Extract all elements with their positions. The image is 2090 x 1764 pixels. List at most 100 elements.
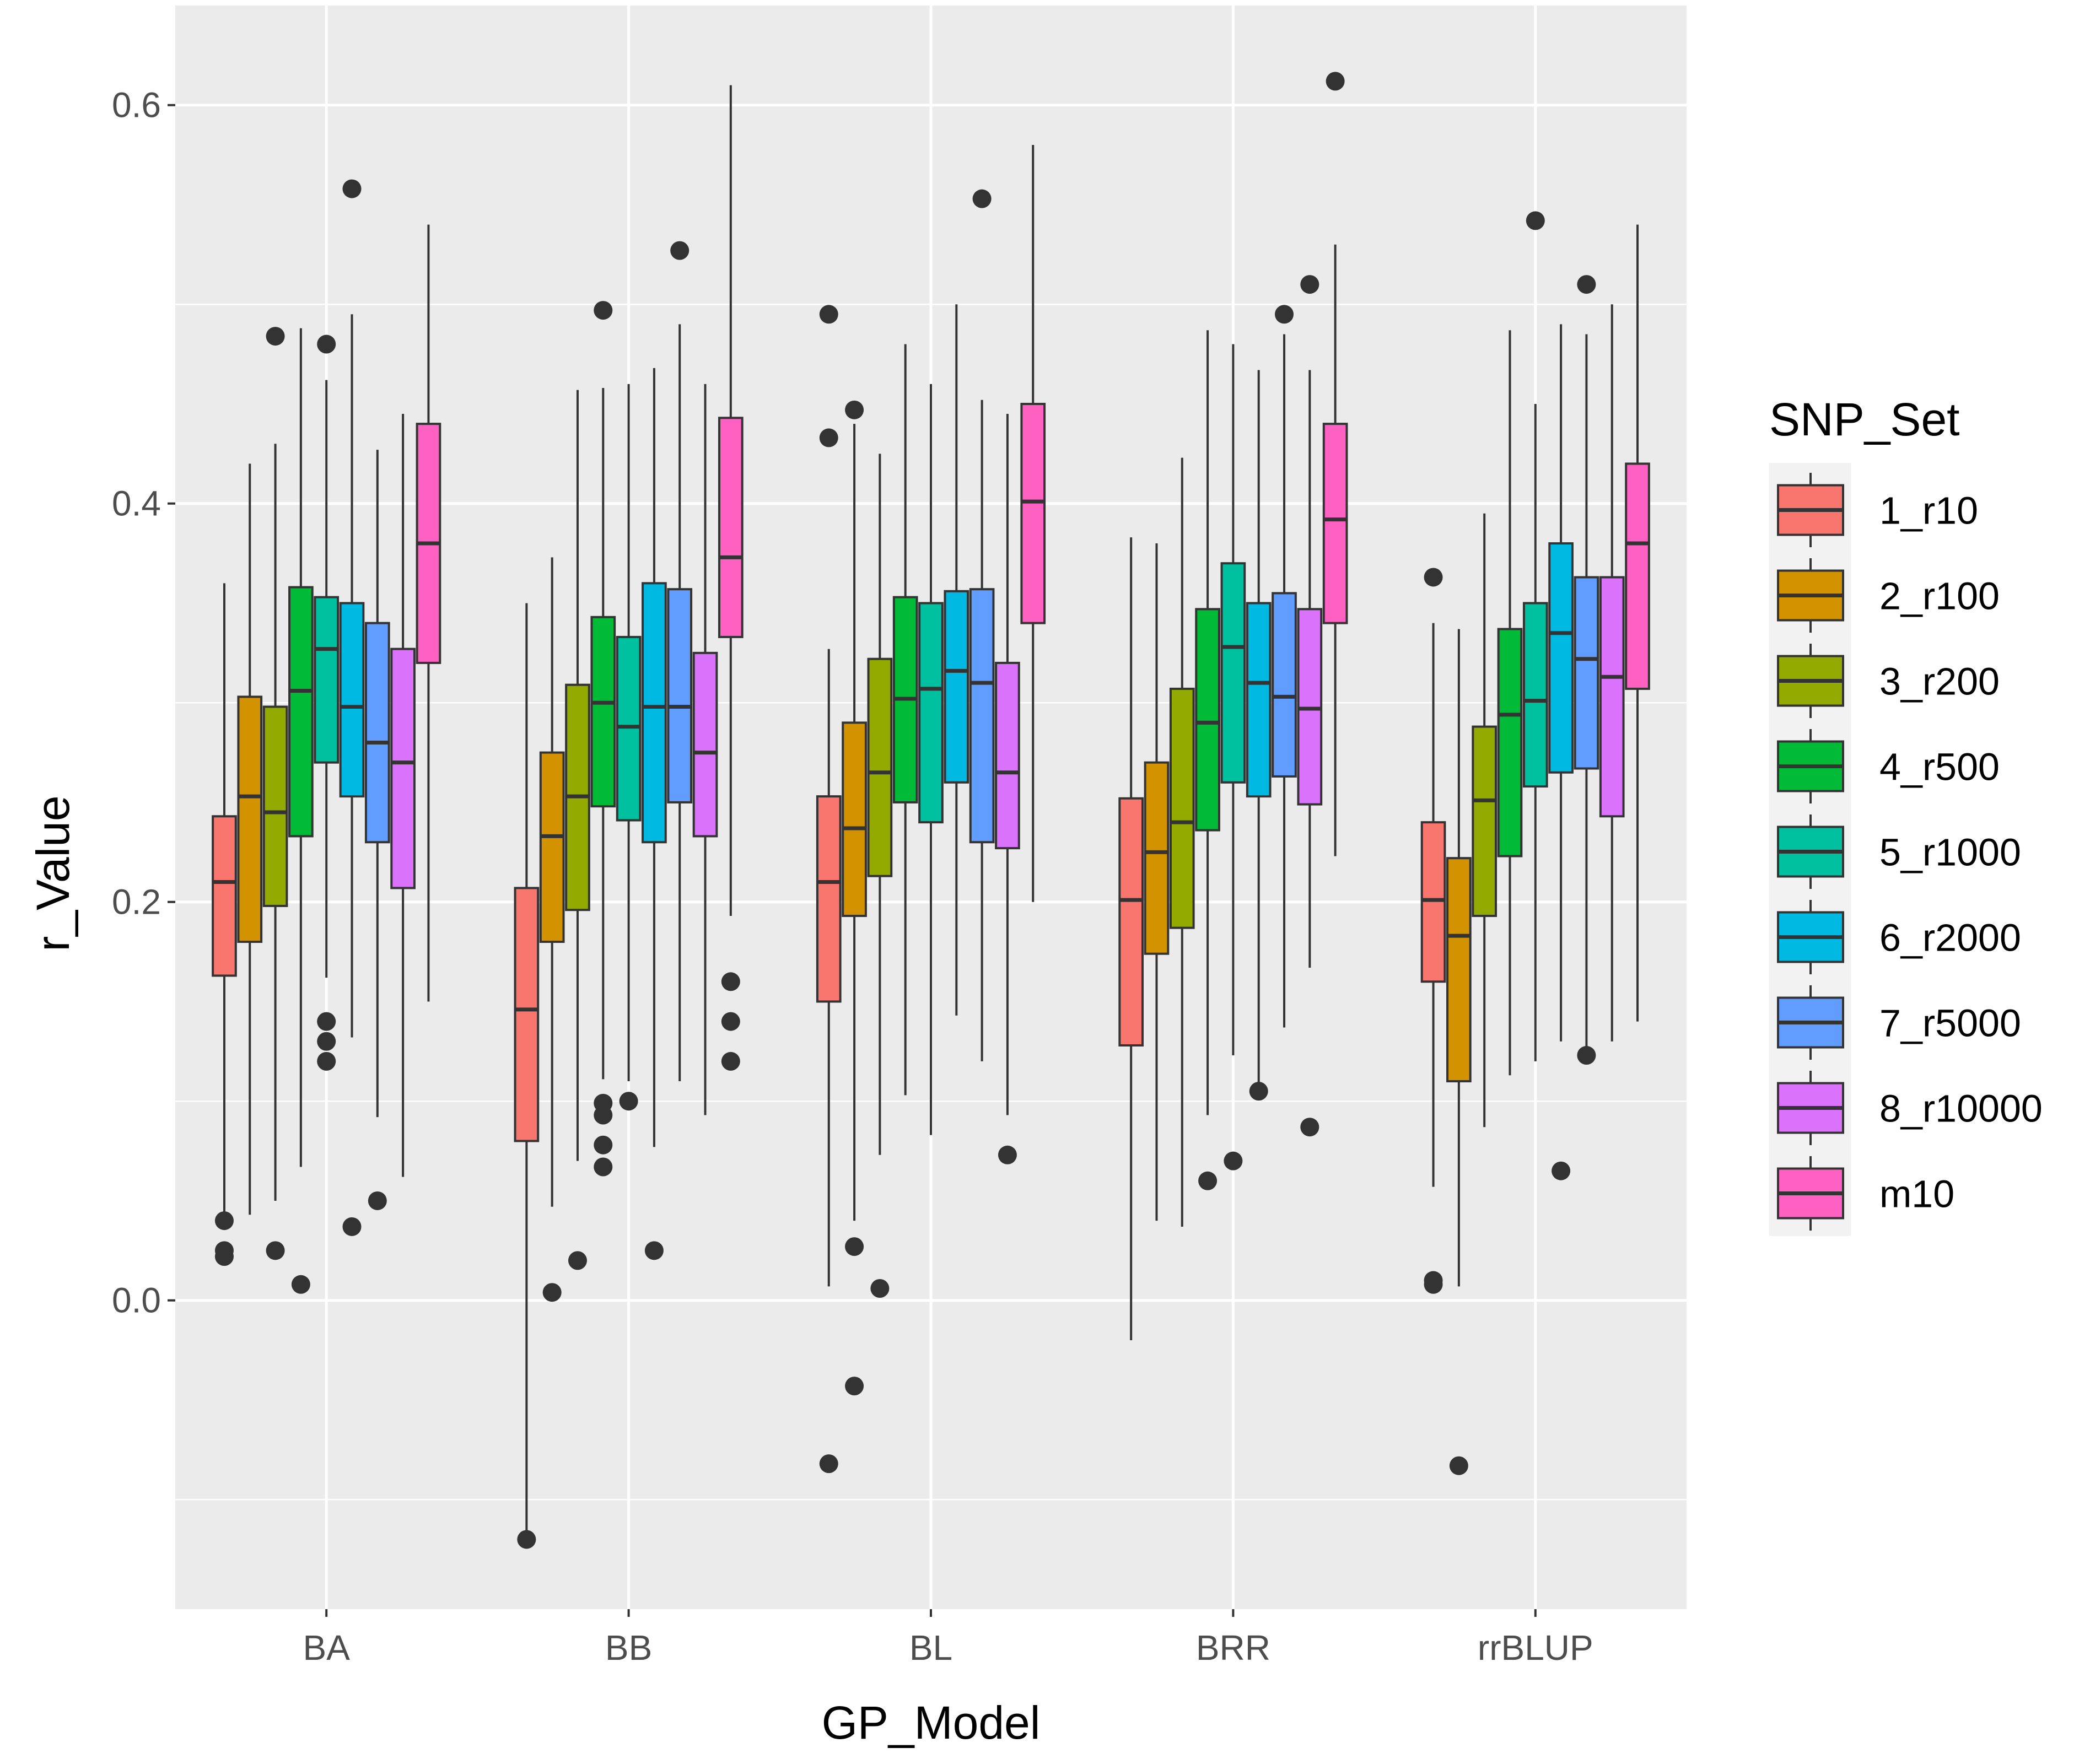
outlier-point bbox=[1198, 1171, 1218, 1190]
box-body bbox=[1574, 576, 1599, 770]
outlier-point bbox=[670, 241, 690, 260]
y-tick-label: 0.2 bbox=[112, 882, 161, 922]
legend-item-4_r500: 4_r500 bbox=[1777, 729, 2000, 803]
box-BB-6_r2000 bbox=[642, 368, 667, 1260]
legend-item-1_r10: 1_r10 bbox=[1777, 473, 1978, 547]
box-BL-8_r10000 bbox=[995, 414, 1020, 1164]
outlier-point bbox=[266, 1241, 285, 1260]
box-BRR-1_r10 bbox=[1118, 537, 1144, 1340]
outlier-point bbox=[317, 335, 336, 354]
outlier-point bbox=[998, 1145, 1017, 1164]
box-rrBLUP-4_r500 bbox=[1497, 330, 1523, 1076]
box-body bbox=[1195, 608, 1220, 832]
x-tick-label: BB bbox=[605, 1628, 652, 1668]
outlier-point bbox=[594, 301, 613, 320]
box-body bbox=[1472, 725, 1498, 918]
legend-label: 2_r100 bbox=[1879, 575, 2000, 618]
box-body bbox=[539, 751, 565, 943]
box-body bbox=[212, 815, 237, 977]
box-body bbox=[1625, 462, 1650, 690]
y-axis-title: r_Value bbox=[27, 795, 79, 951]
outlier-point bbox=[342, 179, 362, 198]
legend-label: 5_r1000 bbox=[1879, 831, 2021, 874]
outlier-point bbox=[594, 1105, 613, 1125]
outlier-point bbox=[721, 1012, 740, 1031]
outlier-point bbox=[721, 972, 740, 991]
outlier-point bbox=[1275, 305, 1294, 324]
outlier-point bbox=[317, 1012, 336, 1031]
box-body bbox=[1420, 821, 1446, 983]
box-BL-7_r5000 bbox=[969, 189, 995, 1061]
legend: SNP_Set 1_r10 2_r100 3_r200 4_r500 5_r1000 6_… bbox=[1769, 393, 2043, 1236]
box-BB-m10 bbox=[718, 85, 744, 1071]
y-axis: 0.0 0.2 0.4 0.6 bbox=[112, 85, 175, 1320]
box-body bbox=[944, 590, 969, 784]
box-BA-6_r2000 bbox=[339, 179, 365, 1236]
box-BRR-5_r1000 bbox=[1220, 344, 1246, 1170]
box-BL-4_r500 bbox=[892, 344, 918, 1096]
box-body bbox=[1497, 628, 1523, 857]
box-rrBLUP-3_r200 bbox=[1472, 513, 1498, 1128]
box-rrBLUP-2_r100 bbox=[1446, 629, 1472, 1475]
x-axis-title: GP_Model bbox=[822, 1697, 1041, 1749]
legend-label: m10 bbox=[1879, 1173, 1954, 1216]
box-BRR-m10 bbox=[1322, 72, 1348, 856]
x-tick-label: BL bbox=[909, 1628, 952, 1668]
legend-item-6_r2000: 6_r2000 bbox=[1777, 900, 2021, 974]
box-body bbox=[237, 695, 263, 943]
legend-item-2_r100: 2_r100 bbox=[1777, 558, 2000, 633]
x-tick-label: rrBLUP bbox=[1478, 1628, 1593, 1668]
outlier-point bbox=[819, 305, 838, 324]
box-body bbox=[1322, 423, 1348, 624]
outlier-point bbox=[1577, 1046, 1596, 1065]
box-BL-1_r10 bbox=[816, 305, 842, 1474]
box-body bbox=[1169, 687, 1195, 929]
box-body bbox=[1599, 576, 1625, 818]
box-body bbox=[867, 657, 893, 877]
box-group-BB bbox=[514, 85, 744, 1549]
legend-title: SNP_Set bbox=[1769, 393, 1960, 445]
box-rrBLUP-7_r5000 bbox=[1574, 275, 1599, 1065]
box-body bbox=[390, 648, 416, 889]
y-tick-label: 0.0 bbox=[112, 1281, 161, 1320]
outlier-point bbox=[845, 1377, 864, 1396]
box-body bbox=[1522, 602, 1548, 788]
outlier-point bbox=[1300, 1118, 1319, 1137]
box-BB-5_r1000 bbox=[616, 384, 642, 1111]
box-body bbox=[314, 596, 340, 764]
outlier-point bbox=[819, 1454, 838, 1474]
box-group-BRR bbox=[1118, 72, 1348, 1340]
box-body bbox=[718, 417, 744, 638]
legend-label: 7_r5000 bbox=[1879, 1002, 2021, 1045]
box-BB-8_r10000 bbox=[692, 384, 718, 1115]
box-rrBLUP-m10 bbox=[1625, 224, 1650, 1022]
box-BA-1_r10 bbox=[212, 583, 237, 1266]
outlier-point bbox=[214, 1211, 234, 1231]
box-BL-3_r200 bbox=[867, 454, 893, 1298]
box-rrBLUP-6_r2000 bbox=[1548, 324, 1574, 1180]
outlier-point bbox=[819, 428, 838, 447]
outlier-point bbox=[1424, 1275, 1443, 1294]
legend-item-5_r1000: 5_r1000 bbox=[1777, 814, 2021, 889]
legend-label: 3_r200 bbox=[1879, 660, 2000, 703]
box-BRR-8_r10000 bbox=[1297, 275, 1323, 1137]
legend-label: 8_r10000 bbox=[1879, 1087, 2043, 1130]
legend-item-7_r5000: 7_r5000 bbox=[1777, 985, 2021, 1060]
box-BA-3_r200 bbox=[262, 327, 288, 1260]
box-body bbox=[616, 635, 642, 822]
legend-label: 4_r500 bbox=[1879, 746, 2000, 789]
y-tick-label: 0.4 bbox=[112, 484, 161, 524]
outlier-point bbox=[644, 1241, 664, 1260]
box-body bbox=[1272, 592, 1297, 778]
box-group-BA bbox=[212, 179, 441, 1294]
outlier-point bbox=[517, 1530, 536, 1549]
box-body bbox=[288, 586, 314, 838]
box-BL-m10 bbox=[1020, 145, 1046, 902]
box-BB-7_r5000 bbox=[667, 241, 693, 1082]
legend-item-m10: m10 bbox=[1777, 1156, 1954, 1231]
outlier-point bbox=[1577, 275, 1596, 294]
box-body bbox=[339, 602, 365, 798]
outlier-point bbox=[542, 1283, 562, 1302]
box-body bbox=[995, 661, 1020, 850]
box-body bbox=[842, 721, 867, 918]
